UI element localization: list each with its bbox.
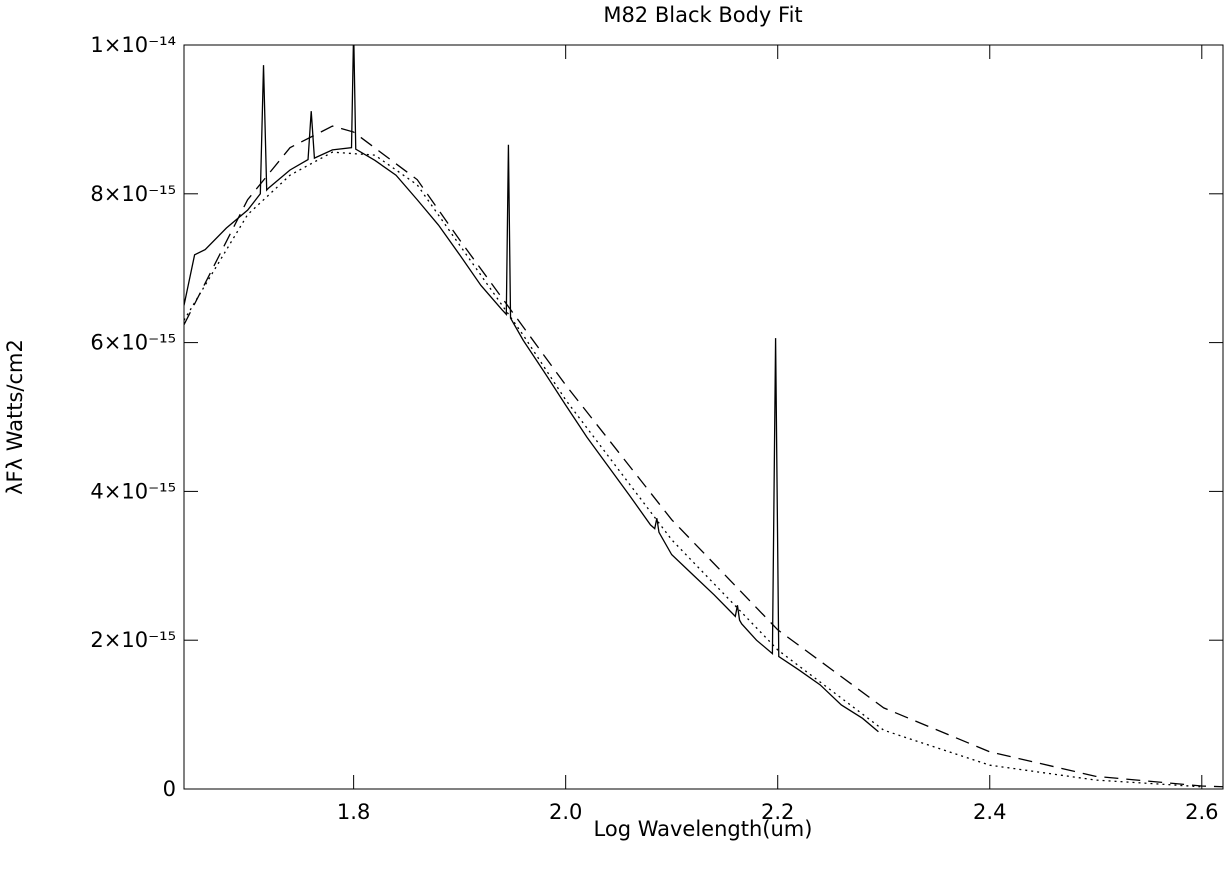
x-tick-label: 1.8 — [337, 800, 370, 824]
x-tick-label: 2.2 — [761, 800, 794, 824]
y-tick-label: 0 — [163, 777, 176, 801]
series-line — [184, 125, 1223, 788]
plot-lines — [184, 45, 1223, 788]
y-tick-label: 2×10⁻¹⁵ — [90, 628, 176, 652]
chart-title: M82 Black Body Fit — [603, 3, 802, 27]
plot-frame — [183, 44, 1224, 790]
x-axis-label: Log Wavelength(um) — [594, 817, 813, 841]
y-tick-label: 4×10⁻¹⁵ — [90, 479, 176, 503]
x-tick-label: 2.6 — [1185, 800, 1218, 824]
y-tick-label: 6×10⁻¹⁵ — [90, 331, 176, 355]
y-tick-label: 1×10⁻¹⁴ — [90, 33, 176, 57]
y-tick-label: 8×10⁻¹⁵ — [90, 182, 176, 206]
y-axis-label: λFλ Watts/cm2 — [3, 339, 27, 495]
x-tick-label: 2.4 — [973, 800, 1006, 824]
x-tick-label: 2.0 — [549, 800, 582, 824]
series-line — [184, 151, 1202, 788]
